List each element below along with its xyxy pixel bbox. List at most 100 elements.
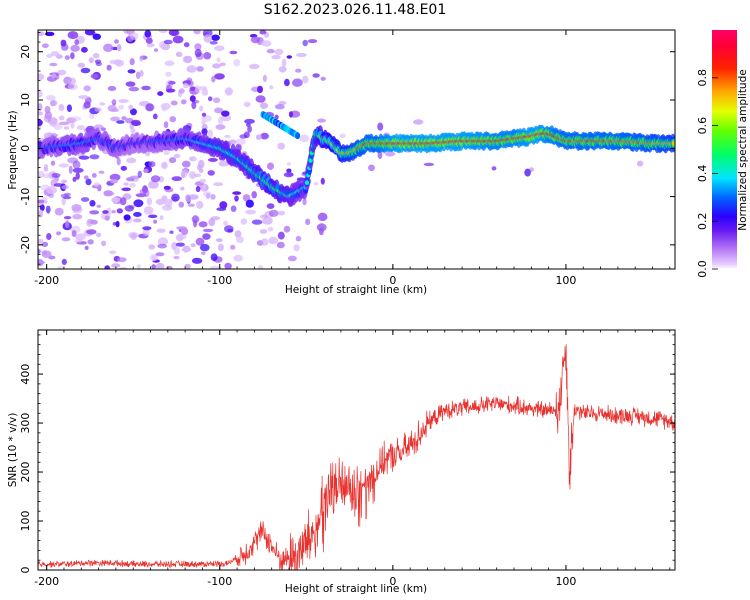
spectrogram-noise-blob (46, 53, 53, 58)
spectrogram-noise-blob (186, 65, 197, 73)
spectrogram-noise-blob (211, 76, 216, 83)
spectrogram-noise-blob (83, 101, 91, 109)
spectrogram-noise-blob (58, 104, 65, 111)
spectrogram-noise-blob (209, 41, 218, 45)
spectrogram-noise-blob (70, 121, 75, 129)
colorbar-tick-label: 0.2 (696, 212, 709, 230)
spectrogram-noise-blob (89, 113, 95, 120)
spectrogram-noise-blob (235, 138, 246, 145)
spectrogram-noise-blob (123, 182, 129, 186)
snr-y-tick-label: 400 (19, 364, 32, 385)
spectrogram-noise-blob (205, 192, 211, 199)
spectrogram-noise-blob (260, 214, 268, 219)
snr-x-tick-label: 100 (555, 575, 576, 588)
spectrogram-noise-blob (57, 69, 67, 76)
spectrogram-noise-blob (99, 102, 105, 106)
spectrogram-noise-blob (168, 80, 176, 85)
spectrogram-noise-blob (142, 226, 152, 231)
spectrogram-noise-blob (92, 33, 102, 40)
spectrogram-noise-blob (61, 179, 68, 184)
spectrogram-noise-blob (296, 52, 307, 58)
spectrogram-noise-blob (293, 244, 300, 252)
spectrogram-noise-blob (39, 204, 45, 212)
spectrogram-noise-blob (64, 55, 70, 60)
spectrogram-noise-blob (128, 232, 139, 239)
spectrogram-noise-blob (118, 99, 129, 103)
spectrogram-noise-blob (101, 240, 107, 247)
spectrogram-y-tick-label: -20 (19, 236, 32, 254)
spectrogram-noise-blob (84, 30, 95, 36)
spectrogram-noise-blob (38, 209, 44, 218)
spectrogram-noise-blob (377, 150, 383, 160)
spectrogram-noise-blob (90, 219, 98, 225)
spectrogram-noise-blob (72, 214, 83, 220)
spectrogram-noise-blob (207, 170, 215, 176)
spectrogram-noise-blob (277, 210, 286, 216)
spectrogram-noise-blob (151, 264, 156, 269)
snr-layer (38, 344, 675, 570)
spectrogram-noise-blob (44, 31, 55, 37)
spectrogram-noise-blob (211, 34, 220, 41)
spectrogram-noise-blob (148, 180, 159, 189)
spectrogram-noise-blob (175, 233, 184, 242)
spectrogram-noise-blob (201, 183, 207, 191)
spectrogram-noise-blob (102, 210, 109, 214)
spectrogram-noise-blob (234, 230, 242, 238)
snr-y-tick-label: 0 (19, 567, 32, 574)
spectrogram-noise-blob (236, 236, 244, 244)
spectrogram-noise-blob (145, 37, 153, 44)
spectrogram-noise-blob (269, 85, 274, 90)
snr-x-axis-label: Height of straight line (km) (285, 583, 427, 595)
spectrogram-noise-blob (40, 184, 50, 191)
colorbar-label: Normalized spectral amplitude (737, 69, 749, 230)
spectrogram-noise-blob (278, 66, 287, 73)
spectrogram-noise-blob (274, 48, 284, 56)
spectrogram-noise-blob (247, 125, 253, 133)
spectrogram-noise-blob (89, 154, 100, 160)
spectrogram-noise-blob (317, 118, 326, 123)
spectrogram-y-tick-label: 0 (19, 145, 32, 152)
spectrogram-noise-blob (201, 112, 207, 117)
spectrogram-noise-blob (63, 216, 72, 220)
spectrogram-noise-blob (230, 244, 236, 250)
spectrogram-noise-blob (150, 175, 161, 183)
spectrogram-noise-blob (126, 157, 137, 164)
spectrogram-noise-blob (182, 160, 191, 168)
spectrogram-noise-blob (142, 185, 148, 194)
spectrogram-noise-blob (130, 128, 136, 134)
spectrogram-noise-blob (180, 99, 187, 105)
spectrogram-noise-blob (281, 58, 287, 67)
spectrogram-noise-blob (133, 199, 144, 208)
spectrogram-noise-blob (85, 178, 92, 186)
spectrogram-noise-blob (70, 52, 75, 60)
spectrogram-noise-blob (185, 194, 191, 203)
spectrogram-noise-blob (171, 193, 180, 202)
spectrogram-y-tick-label: 10 (19, 93, 32, 107)
spectrogram-noise-blob (242, 194, 251, 202)
spectrogram-noise-blob (175, 51, 183, 57)
spectrogram-noise-blob (307, 39, 318, 44)
snr-panel: -200 -100 0 100 0 100 200 300 400 Height of stra… (7, 329, 676, 595)
spectrogram-noise-blob (50, 160, 56, 166)
spectrogram-noise-blob (71, 116, 81, 122)
spectrogram-noise-blob (159, 215, 164, 221)
spectrogram-noise-blob (41, 43, 49, 48)
spectrogram-noise-blob (131, 121, 141, 126)
spectrogram-noise-blob (38, 199, 45, 204)
spectrogram-noise-blob (159, 30, 168, 33)
spectrogram-noise-blob (44, 106, 51, 114)
spectrogram-noise-blob (260, 238, 269, 246)
spectrogram-noise-blob (243, 101, 251, 107)
spectrogram-noise-blob (174, 247, 180, 255)
spectrogram-noise-blob (207, 96, 213, 102)
spectrogram-noise-blob (203, 52, 212, 60)
spectrogram-noise-blob (152, 113, 158, 120)
spectrogram-noise-blob (86, 229, 97, 235)
spectrogram-noise-blob (284, 78, 290, 87)
spectrogram-noise-blob (229, 50, 238, 55)
spectrogram-noise-blob (136, 264, 141, 269)
spectrogram-noise-blob (61, 258, 67, 265)
spectrogram-noise-blob (139, 70, 144, 77)
